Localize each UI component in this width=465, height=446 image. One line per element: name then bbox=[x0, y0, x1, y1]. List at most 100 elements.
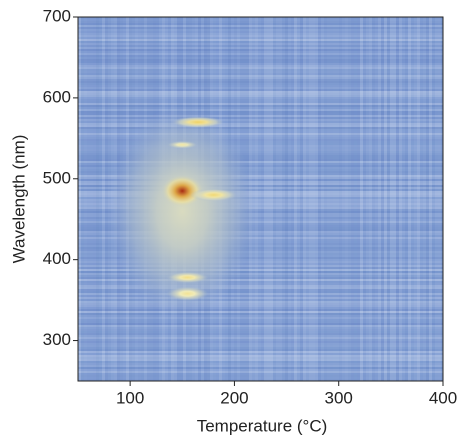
texture bbox=[78, 303, 443, 305]
texture bbox=[78, 299, 443, 301]
texture bbox=[78, 199, 443, 201]
texture bbox=[78, 241, 443, 243]
texture bbox=[321, 17, 324, 381]
heatmap-spot bbox=[166, 271, 209, 284]
texture bbox=[78, 95, 443, 97]
texture bbox=[78, 287, 443, 289]
texture bbox=[297, 17, 300, 381]
texture bbox=[351, 17, 354, 381]
texture bbox=[291, 17, 294, 381]
texture bbox=[78, 77, 443, 79]
texture bbox=[408, 17, 411, 381]
texture bbox=[366, 17, 369, 381]
texture bbox=[78, 123, 443, 125]
texture bbox=[438, 17, 441, 381]
texture bbox=[396, 17, 399, 381]
texture bbox=[78, 175, 443, 177]
texture bbox=[417, 17, 420, 381]
texture bbox=[282, 17, 285, 381]
y-tick-label: 600 bbox=[43, 87, 71, 106]
texture bbox=[78, 17, 81, 381]
texture bbox=[78, 269, 443, 271]
texture bbox=[78, 211, 443, 213]
texture bbox=[285, 17, 288, 381]
texture bbox=[78, 173, 443, 175]
texture bbox=[78, 285, 443, 287]
texture bbox=[78, 171, 443, 173]
texture bbox=[78, 79, 443, 81]
x-tick-label: 200 bbox=[220, 388, 248, 407]
texture bbox=[420, 17, 423, 381]
texture bbox=[78, 177, 443, 179]
texture bbox=[78, 21, 443, 23]
texture bbox=[78, 195, 443, 197]
texture bbox=[78, 231, 443, 233]
texture bbox=[78, 99, 443, 101]
texture bbox=[78, 375, 443, 377]
texture bbox=[345, 17, 348, 381]
texture bbox=[78, 223, 443, 225]
texture bbox=[78, 373, 443, 375]
texture bbox=[78, 85, 443, 87]
texture bbox=[375, 17, 378, 381]
texture bbox=[78, 47, 443, 49]
texture bbox=[432, 17, 435, 381]
texture bbox=[78, 23, 443, 25]
texture bbox=[369, 17, 372, 381]
plot-area bbox=[78, 17, 443, 381]
heatmap-spot bbox=[166, 286, 209, 301]
texture bbox=[348, 17, 351, 381]
texture bbox=[78, 25, 443, 27]
texture bbox=[78, 341, 443, 343]
texture bbox=[78, 217, 443, 219]
texture bbox=[312, 17, 315, 381]
texture bbox=[78, 17, 443, 19]
texture bbox=[78, 271, 443, 273]
texture bbox=[78, 157, 443, 159]
texture bbox=[327, 17, 330, 381]
texture bbox=[78, 165, 443, 167]
texture bbox=[78, 41, 443, 43]
texture bbox=[78, 325, 443, 327]
plot-frame bbox=[77, 16, 444, 382]
texture bbox=[324, 17, 327, 381]
texture bbox=[78, 127, 443, 129]
texture bbox=[78, 111, 443, 113]
texture bbox=[78, 253, 443, 255]
texture bbox=[78, 263, 443, 265]
x-tick-label: 300 bbox=[325, 388, 353, 407]
texture bbox=[78, 367, 443, 369]
texture bbox=[78, 45, 443, 47]
texture bbox=[78, 179, 443, 181]
texture bbox=[78, 61, 443, 63]
texture bbox=[78, 133, 443, 135]
texture bbox=[276, 17, 279, 381]
texture bbox=[78, 163, 443, 165]
texture bbox=[381, 17, 384, 381]
texture bbox=[78, 93, 443, 95]
texture bbox=[264, 17, 267, 381]
texture bbox=[318, 17, 321, 381]
texture bbox=[78, 291, 443, 293]
texture bbox=[78, 183, 443, 185]
texture bbox=[78, 113, 443, 115]
texture bbox=[78, 159, 443, 161]
texture bbox=[78, 281, 443, 283]
texture bbox=[267, 17, 270, 381]
texture bbox=[78, 313, 443, 315]
texture bbox=[78, 201, 443, 203]
heatmap-spot bbox=[171, 116, 224, 128]
texture bbox=[78, 161, 443, 163]
texture bbox=[255, 17, 258, 381]
texture bbox=[78, 181, 443, 183]
texture bbox=[354, 17, 357, 381]
texture bbox=[78, 229, 443, 231]
texture bbox=[78, 67, 443, 69]
texture bbox=[78, 209, 443, 211]
texture bbox=[336, 17, 339, 381]
texture bbox=[78, 81, 443, 83]
texture bbox=[372, 17, 375, 381]
texture bbox=[102, 17, 105, 381]
texture bbox=[78, 311, 443, 313]
texture bbox=[78, 141, 443, 143]
